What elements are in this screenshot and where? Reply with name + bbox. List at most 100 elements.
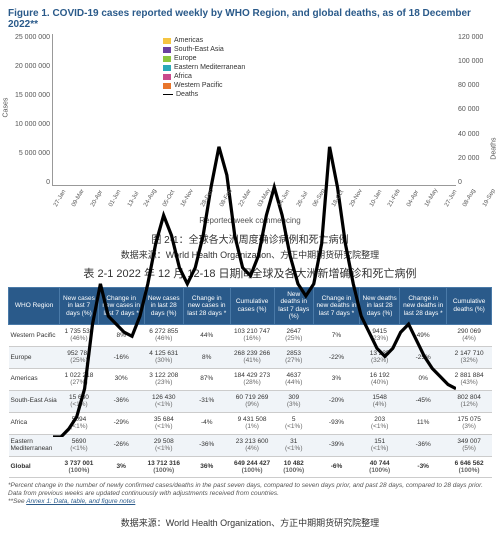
table-cell: -36% [400, 434, 447, 456]
y-right-tick: 120 000 [458, 34, 483, 41]
table-cell: 5690(<1%) [60, 434, 99, 456]
x-tick: 06-Sep [312, 188, 329, 209]
region-cell: Americas [9, 368, 60, 390]
chart-area: 25 000 000 20 000 000 15 000 000 10 000 000… [8, 34, 492, 214]
x-tick: 27-Jan [53, 189, 69, 209]
table-cell: 3 737 001(100%) [60, 456, 99, 478]
x-tick: 13-Jul [127, 191, 142, 209]
table-header: WHO Region [9, 288, 60, 325]
footnote: *Percent change in the number of newly c… [8, 482, 492, 505]
table-cell: 802 804(12%) [447, 390, 492, 412]
table-cell: 151(<1%) [360, 434, 400, 456]
table-row: South-East Asia15 680(<1%)-36%126 430(<1… [9, 390, 492, 412]
table-cell: -29% [98, 412, 144, 434]
table-cell: 16 192(40%) [360, 368, 400, 390]
table-cell: 44% [183, 324, 230, 346]
y-right-label: Deaths [491, 138, 498, 160]
table-cell: 184 429 273(28%) [230, 368, 274, 390]
table-cell: 13 235(32%) [360, 346, 400, 368]
table-cell: 3 122 208(23%) [144, 368, 183, 390]
y-right-tick: 80 000 [458, 82, 479, 89]
x-tick: 22-Mar [238, 189, 254, 209]
x-axis: 27-Jan09-Mar20-Apr01-Jun13-Jul24-Aug05-O… [53, 205, 456, 213]
region-cell: Africa [9, 412, 60, 434]
table-cell: 29 508(<1%) [144, 434, 183, 456]
table-cell: 5094(<1%) [60, 412, 99, 434]
table-cell: 4637(44%) [274, 368, 313, 390]
y-left-tick: 0 [46, 179, 50, 186]
table-cell: 103 210 747(16%) [230, 324, 274, 346]
annex-link[interactable]: Annex 1: Data, table, and figure notes [26, 498, 135, 505]
table-cell: 2647(25%) [274, 324, 313, 346]
table-cell: -45% [400, 390, 447, 412]
x-tick: 03-May [257, 188, 274, 209]
table-cell: 11% [400, 412, 447, 434]
table-header: New cases in last 28 days (%) [144, 288, 183, 325]
table-cell: 3% [313, 368, 359, 390]
table-header: Cumulative deaths (%) [447, 288, 492, 325]
x-tick: 21-Feb [387, 189, 403, 209]
x-tick: 24-Aug [143, 188, 160, 209]
table-row: Western Pacific1 735 536(46%)8%6 272 855… [9, 324, 492, 346]
table-cell: 9 431 508(1%) [230, 412, 274, 434]
region-cell: Eastern Mediterranean [9, 434, 60, 456]
plot: AmericasSouth-East AsiaEuropeEastern Med… [52, 34, 456, 186]
footnote-line1: *Percent change in the number of newly c… [8, 482, 483, 497]
table-row: Eastern Mediterranean5690(<1%)-26%29 508… [9, 434, 492, 456]
x-tick: 20-Apr [90, 189, 106, 209]
table-cell: 3% [98, 456, 144, 478]
table-cell: -16% [98, 346, 144, 368]
table-cell: 4 125 631(30%) [144, 346, 183, 368]
table-cell: 952 783(25%) [60, 346, 99, 368]
y-left-tick: 5 000 000 [19, 150, 50, 157]
table-cell: -3% [400, 456, 447, 478]
table-cell: 5(<1%) [274, 412, 313, 434]
table-cell: 126 430(<1%) [144, 390, 183, 412]
y-left-label: Cases [3, 98, 10, 118]
y-right-tick: 100 000 [458, 58, 483, 65]
table-cell: 13 712 316(100%) [144, 456, 183, 478]
table-header: New cases in last 7 days (%) [60, 288, 99, 325]
x-tick: 04-Apr [406, 189, 422, 209]
table-row: Americas1 022 218(27%)30%3 122 208(23%)8… [9, 368, 492, 390]
table-cell: 0% [400, 368, 447, 390]
x-axis-title: Reported week commencing [8, 216, 492, 225]
table-cell: -20% [313, 390, 359, 412]
x-tick: 29-Nov [349, 188, 366, 209]
y-right-tick: 40 000 [458, 131, 479, 138]
table-cell: -36% [183, 434, 230, 456]
y-left-tick: 25 000 000 [15, 34, 50, 41]
y-left-tick: 15 000 000 [15, 92, 50, 99]
x-tick: 16-May [424, 188, 441, 209]
table-cell: -22% [313, 346, 359, 368]
y-right-tick: 0 [458, 179, 462, 186]
x-tick: 14-Jun [277, 189, 293, 209]
region-cell: Europe [9, 346, 60, 368]
table-cell: 30% [98, 368, 144, 390]
table-row: Europe952 783(25%)-16%4 125 631(30%)8%26… [9, 346, 492, 368]
table-header: Change in new deaths in last 7 days * [313, 288, 359, 325]
table-cell: 203(<1%) [360, 412, 400, 434]
y-left-tick: 10 000 000 [15, 121, 50, 128]
table-cell: -4% [183, 412, 230, 434]
table-cell: 7% [313, 324, 359, 346]
table-row-total: Global3 737 001(100%)3%13 712 316(100%)3… [9, 456, 492, 478]
x-tick: 09-Mar [71, 189, 87, 209]
table-cell: 23 213 600(4%) [230, 434, 274, 456]
table-header: New deaths in last 7 days (%) [274, 288, 313, 325]
y-right-axis: 120 000100 00080 00060 00040 00020 0000 [456, 34, 492, 214]
table-cell: 290 069(4%) [447, 324, 492, 346]
table-cell: 40 744(100%) [360, 456, 400, 478]
table-cell: -25% [400, 346, 447, 368]
y-left-tick: 20 000 000 [15, 63, 50, 70]
table-cell: -93% [313, 412, 359, 434]
footnote-line2-prefix: **See [8, 498, 26, 505]
table-cell: 649 244 427(100%) [230, 456, 274, 478]
table-cell: 349 007(5%) [447, 434, 492, 456]
table-cell: 8% [98, 324, 144, 346]
table-cell: 2853(27%) [274, 346, 313, 368]
table-cell: 175 075(3%) [447, 412, 492, 434]
figure-caption: 图 2-1：全球各大洲周度确诊病例和死亡病例 [8, 231, 492, 246]
y-right-tick: 60 000 [458, 106, 479, 113]
y-left-axis: 25 000 000 20 000 000 15 000 000 10 000 000… [8, 34, 52, 214]
